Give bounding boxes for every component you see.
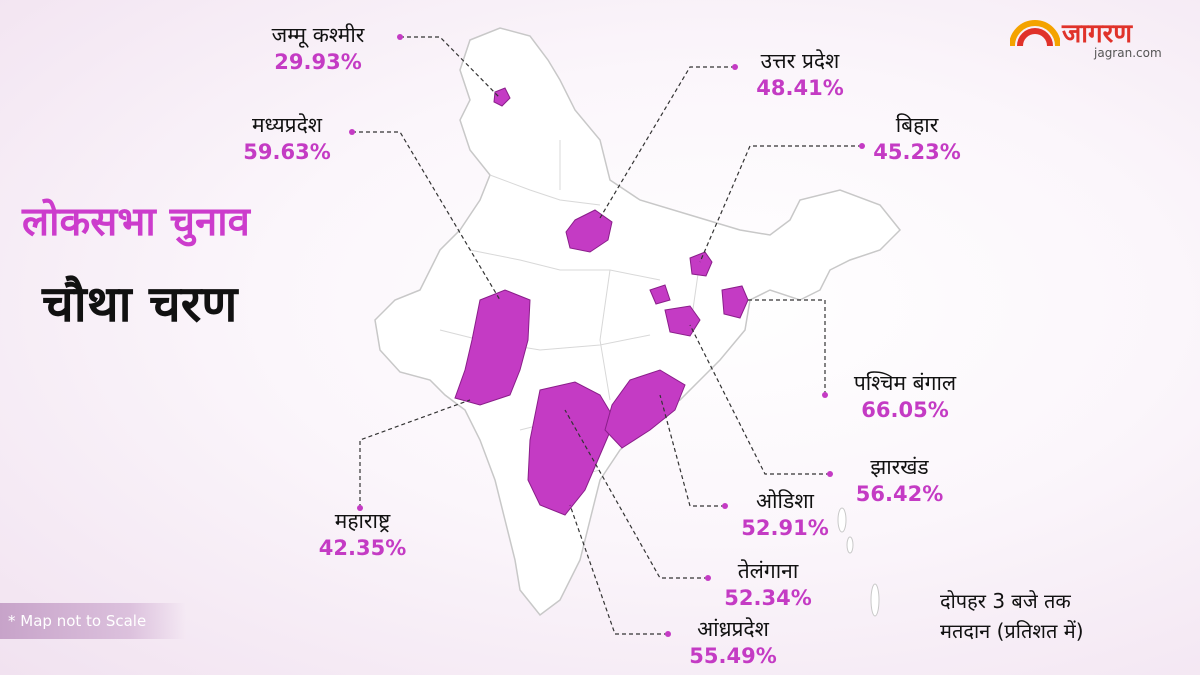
time-note: दोपहर 3 बजे तक मतदान (प्रतिशत में) <box>940 586 1084 646</box>
state-turnout: 48.41% <box>756 76 844 100</box>
label-jammu-kashmir: जम्मू कश्मीर 29.93% <box>248 22 388 76</box>
label-madhya-pradesh: मध्यप्रदेश 59.63% <box>222 112 352 166</box>
label-andhra-pradesh: आंध्रप्रदेश 55.49% <box>668 616 798 670</box>
logo-url: jagran.com <box>1094 46 1162 60</box>
state-turnout: 66.05% <box>861 398 949 422</box>
label-uttar-pradesh: उत्तर प्रदेश 48.41% <box>735 48 865 102</box>
state-name: तेलंगाना <box>737 559 799 583</box>
phase4-regions <box>454 87 749 516</box>
islands <box>837 507 880 617</box>
title-line-2: चौथा चरण <box>42 275 238 333</box>
state-name: जम्मू कश्मीर <box>271 23 365 47</box>
logo-name: जागरण <box>1062 19 1133 49</box>
state-turnout: 52.91% <box>741 516 829 540</box>
state-name: ओडिशा <box>756 489 814 513</box>
title-line-1: लोकसभा चुनाव <box>22 199 250 245</box>
jagran-logo-icon <box>1010 20 1060 47</box>
state-name: उत्तर प्रदेश <box>760 49 840 73</box>
state-name: महाराष्ट्र <box>334 509 391 533</box>
label-telangana: तेलंगाना 52.34% <box>708 558 828 612</box>
state-turnout: 59.63% <box>243 140 331 164</box>
state-turnout: 42.35% <box>318 536 407 560</box>
leader-lines <box>352 36 862 635</box>
label-jharkhand: झारखंड 56.42% <box>842 454 957 508</box>
time-note-line-1: दोपहर 3 बजे तक <box>940 589 1071 613</box>
state-name: आंध्रप्रदेश <box>697 617 769 641</box>
region-madhya-maharashtra <box>454 289 531 406</box>
region-jammu-kashmir <box>493 87 511 107</box>
region-telangana-ap <box>527 381 616 516</box>
state-name: मध्यप्रदेश <box>251 113 322 137</box>
state-turnout: 52.34% <box>724 586 812 610</box>
state-turnout: 55.49% <box>689 644 777 668</box>
state-turnout: 45.23% <box>873 140 961 164</box>
state-turnout: 29.93% <box>274 50 362 74</box>
time-note-line-2: मतदान (प्रतिशत में) <box>940 619 1084 643</box>
region-bihar <box>689 251 713 277</box>
region-jharkhand-1 <box>649 284 671 305</box>
state-turnout: 56.42% <box>855 482 944 506</box>
state-name: पश्चिम बंगाल <box>853 371 957 395</box>
label-maharashtra: महाराष्ट्र 42.35% <box>300 508 425 562</box>
state-name: बिहार <box>895 113 939 137</box>
leader-dots <box>349 34 865 637</box>
region-uttar-pradesh <box>565 209 613 253</box>
region-andhra-odisha <box>604 369 686 449</box>
state-name: झारखंड <box>870 455 929 479</box>
label-bihar: बिहार 45.23% <box>862 112 972 166</box>
region-west-bengal <box>721 285 749 319</box>
label-odisha: ओडिशा 52.91% <box>730 488 840 542</box>
region-jharkhand-2 <box>664 305 701 337</box>
map-scale-note: * Map not to Scale <box>0 603 186 639</box>
label-west-bengal: पश्चिम बंगाल 66.05% <box>830 370 980 424</box>
